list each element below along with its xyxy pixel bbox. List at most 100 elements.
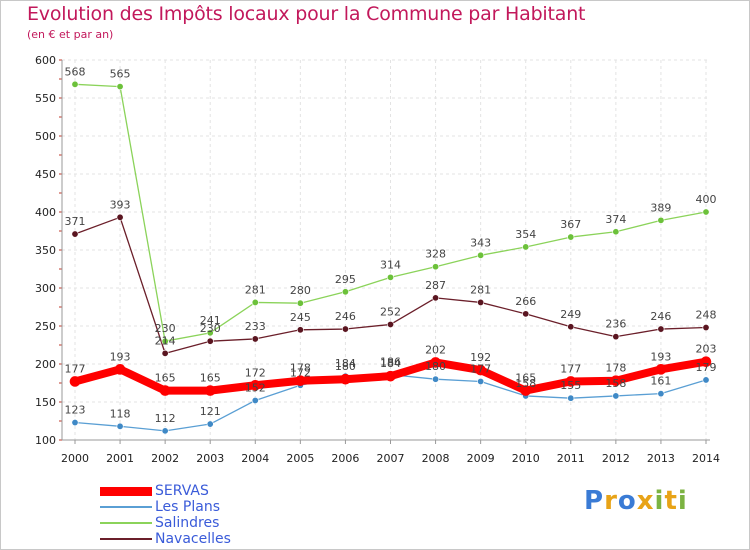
data-point-salindres — [341, 288, 349, 296]
y-tick-label: 400 — [35, 206, 56, 219]
data-point-salindres — [612, 228, 620, 236]
data-label-les-plans: 155 — [560, 379, 581, 392]
data-label-les-plans: 186 — [380, 356, 401, 369]
logo-letter: t — [664, 486, 678, 516]
data-label-servas: 184 — [380, 357, 401, 370]
data-point-servas — [249, 379, 261, 391]
x-tick-label: 2002 — [151, 452, 179, 465]
data-label-les-plans: 180 — [425, 360, 446, 373]
data-point-navacelles — [612, 333, 620, 341]
data-label-les-plans: 158 — [515, 377, 536, 390]
data-point-les-plans — [702, 376, 710, 384]
data-label-salindres: 280 — [290, 284, 311, 297]
y-tick-label: 550 — [35, 92, 56, 105]
data-point-servas — [204, 385, 216, 396]
data-point-les-plans — [206, 420, 214, 428]
data-label-navacelles: 252 — [380, 305, 401, 318]
data-label-servas: 165 — [200, 372, 221, 385]
data-label-navacelles: 281 — [470, 283, 491, 296]
data-label-servas: 192 — [470, 351, 491, 364]
legend-label-navacelles: Navacelles — [155, 531, 231, 547]
series-lines — [69, 80, 712, 435]
data-label-salindres: 281 — [245, 283, 266, 296]
data-point-servas — [159, 385, 171, 396]
data-label-servas: 193 — [110, 350, 131, 363]
y-tick-label: 250 — [35, 320, 56, 333]
data-label-navacelles: 230 — [200, 322, 221, 335]
data-point-navacelles — [161, 349, 169, 357]
data-point-navacelles — [702, 324, 710, 332]
data-point-servas — [655, 364, 667, 375]
data-label-les-plans: 184 — [335, 357, 356, 370]
logo-letter: i — [677, 486, 688, 516]
data-point-navacelles — [477, 298, 485, 306]
data-label-servas: 203 — [696, 343, 717, 356]
data-point-navacelles — [386, 320, 394, 328]
x-tick-label: 2009 — [467, 452, 495, 465]
data-point-navacelles — [71, 230, 79, 238]
x-tick-label: 2003 — [196, 452, 224, 465]
data-point-navacelles — [432, 294, 440, 302]
data-label-salindres: 565 — [110, 68, 131, 81]
x-tick-label: 2014 — [692, 452, 720, 465]
data-label-navacelles: 393 — [110, 198, 131, 211]
x-tick-label: 2012 — [602, 452, 630, 465]
data-label-navacelles: 236 — [605, 318, 626, 331]
data-point-les-plans — [432, 375, 440, 383]
data-point-servas — [295, 375, 306, 387]
legend-swatch-les-plans — [100, 506, 152, 508]
data-point-les-plans — [71, 419, 79, 427]
data-label-navacelles: 287 — [425, 279, 446, 292]
data-label-navacelles: 233 — [245, 320, 266, 333]
data-point-navacelles — [657, 325, 665, 333]
proxiti-logo: Proxiti — [584, 486, 688, 516]
data-label-salindres: 328 — [425, 248, 446, 261]
legend-label-les-plans: Les Plans — [155, 499, 220, 515]
data-point-les-plans — [251, 396, 259, 404]
data-point-servas — [565, 376, 577, 387]
data-point-salindres — [116, 83, 124, 91]
data-point-salindres — [432, 263, 440, 271]
y-tick-label: 350 — [35, 244, 56, 257]
data-point-les-plans — [161, 427, 169, 435]
x-tick-label: 2001 — [106, 452, 134, 465]
y-tick-label: 200 — [35, 358, 56, 371]
data-label-navacelles: 249 — [560, 308, 581, 321]
data-point-salindres — [567, 233, 575, 241]
legend-label-servas: SERVAS — [155, 483, 209, 499]
data-label-salindres: 343 — [470, 236, 491, 249]
data-point-navacelles — [116, 213, 124, 221]
data-label-servas: 178 — [605, 362, 626, 375]
data-label-salindres: 389 — [650, 201, 671, 214]
y-tick-label: 100 — [35, 434, 56, 447]
data-label-navacelles: 246 — [335, 310, 356, 323]
data-label-servas: 178 — [290, 362, 311, 375]
data-label-servas: 165 — [515, 372, 536, 385]
data-point-navacelles — [206, 337, 214, 345]
y-tick-label: 150 — [35, 396, 56, 409]
data-point-les-plans — [477, 377, 485, 385]
logo-letter: P — [584, 486, 605, 516]
data-label-salindres: 400 — [696, 193, 717, 206]
data-label-salindres: 230 — [155, 322, 176, 335]
data-point-salindres — [702, 208, 710, 216]
x-tick-label: 2000 — [61, 452, 89, 465]
data-label-salindres: 568 — [65, 65, 86, 78]
data-point-les-plans — [567, 394, 575, 402]
data-label-servas: 165 — [155, 372, 176, 385]
data-point-servas — [385, 370, 396, 382]
data-point-les-plans — [612, 392, 620, 400]
axes: 100 150 200 250 300 350 400 450 500 550 600 2000 200… — [35, 54, 720, 465]
y-tick-label: 450 — [35, 168, 56, 181]
x-tick-label: 2004 — [241, 452, 269, 465]
legend-label-salindres: Salindres — [155, 515, 220, 531]
chart-title: Evolution des Impôts locaux pour la Comm… — [27, 3, 586, 25]
data-label-servas: 202 — [425, 343, 446, 356]
legend-swatch-servas — [100, 486, 152, 496]
data-label-les-plans: 112 — [155, 412, 176, 425]
data-label-servas: 172 — [245, 366, 266, 379]
y-tick-label: 300 — [35, 282, 56, 295]
data-label-servas: 193 — [650, 350, 671, 363]
